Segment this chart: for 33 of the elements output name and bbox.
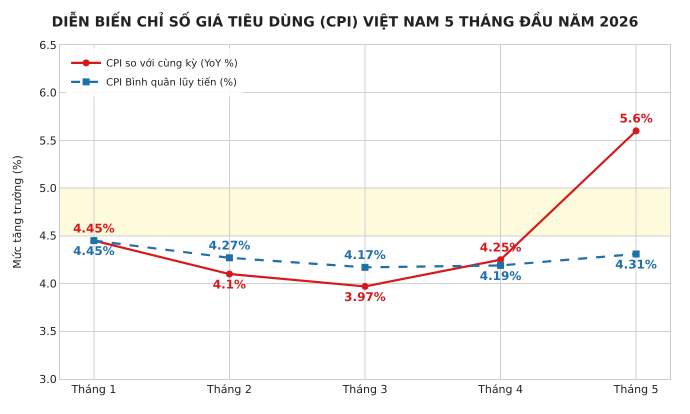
data-label: 5.6%	[619, 112, 653, 126]
x-tick-label: Tháng 3	[342, 383, 388, 396]
y-tick-label: 4.5	[39, 230, 57, 243]
y-tick-label: 3.0	[39, 372, 57, 386]
x-tick-label: Tháng 1	[70, 383, 116, 396]
legend-label: CPI so với cùng kỳ (YoY %)	[106, 58, 238, 70]
data-label: 3.97%	[344, 290, 386, 304]
y-tick-label: 4.0	[39, 277, 57, 290]
y-tick-label: 6.5	[39, 38, 57, 52]
point	[226, 270, 233, 278]
data-label: 4.45%	[73, 244, 115, 258]
data-label: 4.17%	[344, 248, 386, 262]
point	[362, 282, 368, 290]
data-label: 4.1%	[212, 277, 246, 292]
y-tick-label: 3.5	[39, 325, 57, 338]
data-label: 4.19%	[480, 268, 522, 283]
point	[632, 250, 640, 258]
point	[497, 262, 504, 269]
chart-title: DIỄN BIẾN CHỈ SỐ GIÁ TIÊU DÙNG (CPI) VIỆT NAM 5 THÁNG ĐẦU NĂM 2026	[52, 11, 638, 30]
data-label: 4.45%	[73, 221, 115, 236]
data-label: 4.31%	[615, 257, 657, 272]
point	[226, 254, 233, 262]
y-tick-label: 5.0	[39, 182, 57, 195]
x-tick-label: Tháng 5	[612, 383, 659, 396]
y-tick-label: 5.5	[39, 134, 57, 148]
legend-label: CPI Bình quân lũy tiến (%)	[106, 76, 238, 89]
y-tick-label: 6.0	[39, 86, 57, 100]
y-axis-title: Mức tăng trưởng (%)	[10, 155, 24, 269]
point	[632, 127, 640, 134]
data-label: 4.27%	[208, 238, 250, 252]
point	[362, 264, 368, 271]
x-tick-label: Tháng 2	[206, 383, 252, 396]
x-tick-label: Tháng 4	[477, 383, 524, 396]
